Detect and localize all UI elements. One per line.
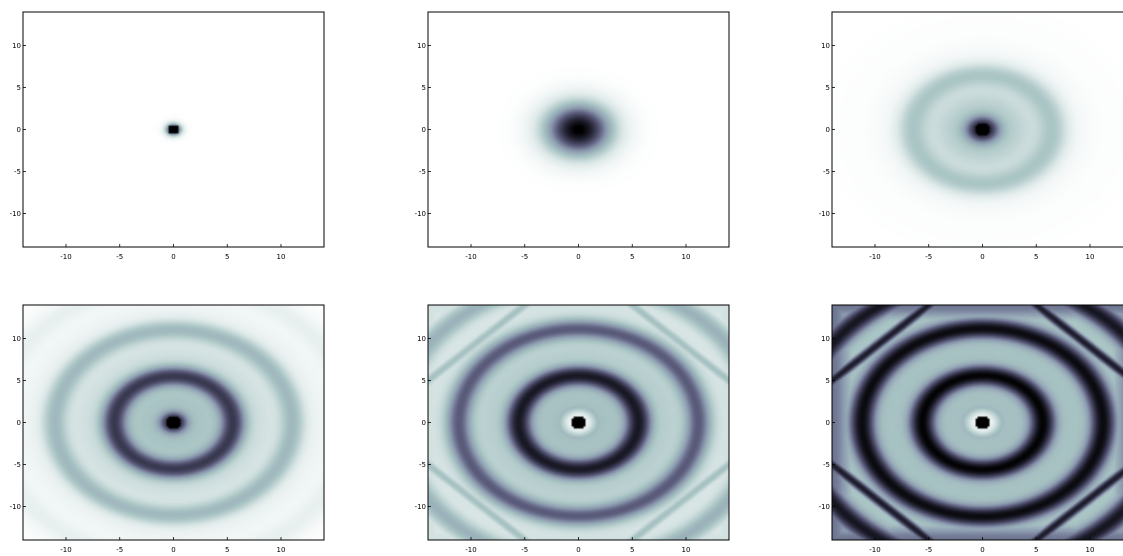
y-tick-label: 0: [17, 419, 21, 427]
y-tick-label: 0: [17, 126, 21, 134]
y-tick-label: 0: [826, 419, 830, 427]
y-tick-label: 5: [826, 377, 830, 385]
x-tick-label: -5: [116, 546, 123, 554]
x-tick-label: -5: [925, 253, 932, 261]
x-tick-label: 0: [576, 546, 580, 554]
x-tick-label: -10: [60, 253, 71, 261]
x-tick-label: 10: [277, 253, 286, 261]
y-tick-label: 5: [422, 377, 426, 385]
x-tick-label: 10: [682, 546, 691, 554]
y-tick-label: -5: [419, 168, 426, 176]
y-tick-label: -10: [819, 210, 830, 218]
y-tick-label: -10: [819, 503, 830, 511]
y-tick-label: 10: [12, 42, 21, 50]
x-tick-label: 10: [1086, 253, 1095, 261]
x-tick-label: 0: [980, 253, 984, 261]
heatmap-image-2: [428, 12, 729, 247]
y-tick-label: 0: [826, 126, 830, 134]
heatmap-image-3: [832, 12, 1123, 247]
y-tick-label: 5: [422, 84, 426, 92]
heatmap-panel-2: -10 -5 0 5 10 10 5 0 -5 -10: [415, 11, 730, 261]
x-tick-label: -10: [60, 546, 71, 554]
y-tick-label: 10: [821, 42, 830, 50]
x-tick-label: 5: [630, 253, 634, 261]
y-tick-label: 10: [821, 335, 830, 343]
y-tick-label: 5: [17, 84, 21, 92]
heatmap-panel-1: -10 -5 0 5 10 10 5 0 -5 -10: [10, 11, 325, 261]
y-tick-label: 0: [422, 126, 426, 134]
x-tick-label: -10: [869, 253, 880, 261]
x-tick-label: 10: [682, 253, 691, 261]
x-tick-label: 0: [171, 546, 175, 554]
y-tick-label: 10: [417, 42, 426, 50]
y-tick-label: -5: [419, 461, 426, 469]
x-tick-label: 10: [1086, 546, 1095, 554]
x-tick-label: 10: [277, 546, 286, 554]
y-tick-label: 10: [417, 335, 426, 343]
y-tick-label: -5: [14, 168, 21, 176]
heatmap-panel-5: -10 -5 0 5 10 10 5 0 -5 -10: [415, 304, 730, 554]
y-tick-label: 5: [17, 377, 21, 385]
x-tick-label: -10: [869, 546, 880, 554]
x-tick-label: 0: [576, 253, 580, 261]
y-tick-label: -5: [14, 461, 21, 469]
x-tick-label: 5: [1034, 253, 1038, 261]
heatmap-image-4: [23, 305, 324, 540]
y-tick-label: -10: [415, 503, 426, 511]
y-tick-label: 5: [826, 84, 830, 92]
x-tick-label: -5: [521, 546, 528, 554]
x-tick-label: -10: [465, 253, 476, 261]
y-tick-label: -10: [10, 503, 21, 511]
y-tick-label: -10: [10, 210, 21, 218]
heatmap-panel-4: -10 -5 0 5 10 10 5 0 -5 -10: [10, 304, 325, 554]
x-tick-label: 0: [171, 253, 175, 261]
x-tick-label: 5: [225, 546, 229, 554]
y-tick-label: 0: [422, 419, 426, 427]
y-tick-label: -5: [823, 168, 830, 176]
heatmap-image-6: [832, 305, 1123, 540]
y-tick-label: -10: [415, 210, 426, 218]
x-tick-label: 5: [1034, 546, 1038, 554]
x-tick-label: -5: [116, 253, 123, 261]
heatmap-image-5: [428, 305, 729, 540]
y-tick-label: 10: [12, 335, 21, 343]
x-tick-label: 5: [630, 546, 634, 554]
x-tick-label: -10: [465, 546, 476, 554]
x-tick-label: -5: [925, 546, 932, 554]
y-tick-label: -5: [823, 461, 830, 469]
x-tick-label: -5: [521, 253, 528, 261]
heatmap-image-1: [23, 12, 324, 247]
x-tick-label: 5: [225, 253, 229, 261]
x-tick-label: 0: [980, 546, 984, 554]
heatmap-panel-6: -10 -5 0 5 10 10 5 0 -5 -10: [819, 304, 1123, 554]
heatmap-panel-3: -10 -5 0 5 10 10 5 0 -5 -10: [819, 11, 1123, 261]
